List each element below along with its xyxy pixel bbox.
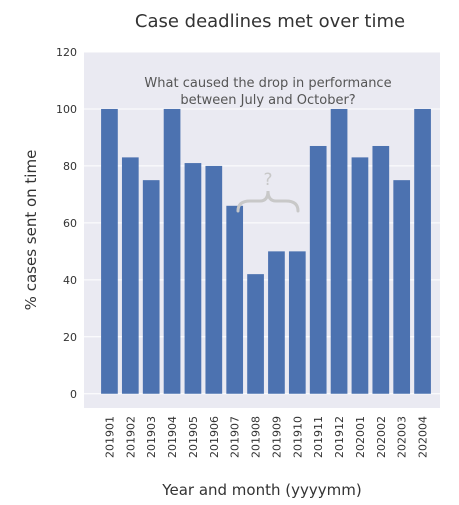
bar-201908	[247, 274, 264, 394]
y-tick-label: 20	[63, 331, 77, 344]
x-tick-label: 201906	[208, 416, 221, 458]
y-tick-label: 80	[63, 160, 77, 173]
x-tick-label: 201912	[333, 416, 346, 458]
y-tick-label: 40	[63, 274, 77, 287]
bar-201907	[226, 205, 244, 394]
annotation-line-2: between July and October?	[180, 93, 355, 108]
y-tick-labels: 0 20 40 60 80 100 120	[56, 46, 77, 401]
curly-brace-icon	[236, 190, 300, 213]
x-tick-label: 201909	[270, 416, 283, 458]
bar-202002	[372, 145, 390, 394]
bars	[101, 108, 431, 394]
bar-201901	[101, 108, 118, 394]
x-tick-label: 201904	[166, 416, 179, 458]
y-tick-label: 60	[63, 217, 77, 230]
x-axis-label: Year and month (yyyymm)	[161, 481, 361, 499]
x-tick-label: 201902	[124, 416, 137, 458]
bar-202001	[351, 157, 369, 394]
bar-202004	[414, 108, 431, 394]
bar-201911	[309, 145, 327, 394]
x-tick-label: 201911	[312, 416, 325, 458]
x-tick-label: 201905	[187, 416, 200, 458]
y-tick-label: 120	[56, 46, 77, 59]
x-tick-label: 201910	[291, 416, 304, 458]
bar-201912	[330, 108, 348, 394]
chart-title: Case deadlines met over time	[135, 11, 405, 32]
bar-201906	[205, 165, 223, 394]
x-tick-label: 201907	[229, 416, 242, 458]
annotation-line-1: What caused the drop in performance	[144, 76, 391, 91]
x-tick-label: 202001	[354, 416, 367, 458]
bar-201905	[184, 163, 202, 394]
bar-201903	[142, 180, 160, 394]
y-axis-label: % cases sent on time	[22, 150, 40, 311]
bar-201904	[163, 108, 181, 394]
x-tick-label: 202003	[396, 416, 409, 458]
y-tick-label: 0	[70, 388, 77, 401]
bar-201902	[121, 157, 139, 394]
x-tick-labels: 201901 201902 201903 201904 201905 201906 2019…	[103, 416, 429, 458]
question-mark: ?	[263, 170, 272, 190]
bar-202003	[393, 180, 411, 394]
x-tick-label: 201903	[145, 416, 158, 458]
y-tick-label: 100	[56, 103, 77, 116]
x-tick-label: 202004	[417, 416, 430, 458]
x-tick-label: 201908	[250, 416, 263, 458]
bar-201910	[288, 251, 306, 394]
x-tick-label: 201901	[103, 416, 116, 458]
bar-201909	[268, 251, 285, 394]
x-tick-label: 202002	[375, 416, 388, 458]
